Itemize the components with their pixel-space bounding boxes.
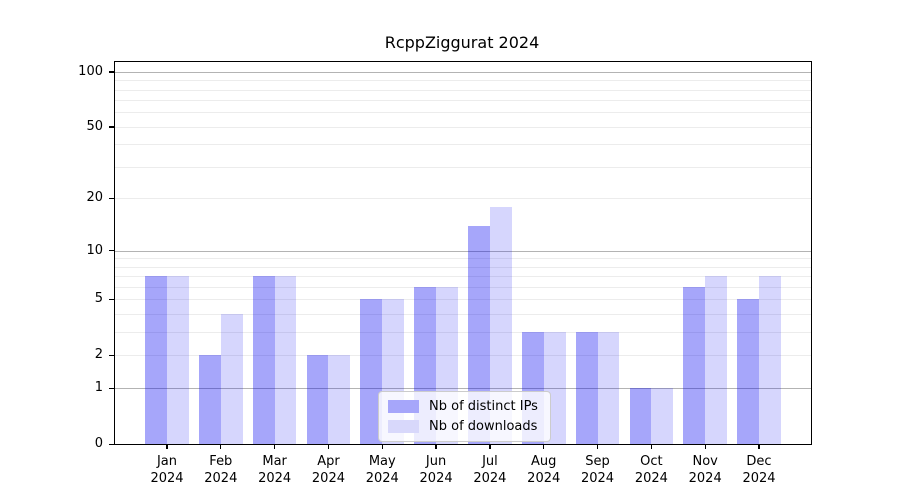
plot-area: 0 1 2 5 10 20 50 100 Jan 2024 Feb 2024 Mar 2024 Apr…: [78, 61, 812, 486]
x-tick: [273, 445, 276, 449]
gridline-minor: [115, 355, 811, 357]
x-tick-label: Apr 2024: [311, 454, 345, 486]
gridline-major: [115, 250, 811, 252]
x-tick-label: May 2024: [365, 454, 399, 486]
gridline-minor: [115, 299, 811, 301]
gridline-minor: [115, 276, 811, 278]
x-tick-label: Jun 2024: [419, 454, 453, 486]
bar-may-distinct-ips: [360, 299, 383, 444]
y-tick: [109, 197, 114, 200]
gridline-minor: [115, 126, 811, 128]
legend-swatch-downloads: [388, 420, 419, 433]
y-tick-label: 20: [86, 190, 103, 206]
bar-apr-downloads: [328, 355, 351, 444]
bar-sep-downloads: [597, 332, 620, 444]
y-tick: [109, 387, 114, 389]
gridline-minor: [115, 287, 811, 289]
x-tick: [435, 445, 437, 449]
gridline-minor: [115, 314, 811, 316]
gridline-major: [115, 71, 811, 73]
bar-jan-downloads: [167, 276, 189, 444]
x-tick: [489, 445, 491, 449]
bar-mar-distinct-ips: [252, 276, 275, 444]
y-tick-label: 50: [86, 118, 103, 134]
legend-item-distinct-ips: Nb of distinct IPs: [388, 399, 538, 414]
gridline-minor: [115, 100, 811, 102]
gridline-minor: [115, 89, 811, 91]
y-tick: [109, 71, 114, 73]
bar-jul-distinct-ips: [468, 225, 490, 444]
legend-label-distinct-ips: Nb of distinct IPs: [429, 399, 538, 414]
y-tick: [109, 354, 114, 357]
x-tick-label: Jul 2024: [473, 454, 507, 486]
x-tick-label: Feb 2024: [204, 454, 238, 486]
bar-apr-distinct-ips: [306, 355, 329, 444]
gridline-minor: [115, 266, 811, 268]
y-tick: [109, 443, 114, 445]
x-tick-label: Sep 2024: [580, 454, 615, 486]
legend-swatch-distinct-ips: [388, 400, 419, 413]
gridline-minor: [115, 258, 811, 260]
x-tick: [596, 445, 599, 449]
x-tick-label: Aug 2024: [527, 454, 561, 486]
x-tick-label: Nov 2024: [688, 454, 722, 486]
legend: Nb of distinct IPs Nb of downloads: [378, 391, 551, 442]
bar-oct-downloads: [651, 388, 674, 444]
bar-nov-distinct-ips: [683, 287, 706, 444]
gridline-minor: [115, 332, 811, 334]
y-tick: [109, 250, 114, 252]
y-tick-label: 2: [94, 347, 103, 363]
gridline-minor: [115, 80, 811, 82]
gridline-major: [115, 388, 811, 390]
x-tick: [220, 445, 222, 449]
y-tick-label: 100: [78, 63, 103, 79]
x-tick: [166, 445, 168, 449]
bar-sep-distinct-ips: [575, 332, 598, 444]
bar-jul-downloads: [489, 206, 512, 444]
legend-label-downloads: Nb of downloads: [429, 419, 538, 434]
x-tick: [650, 445, 652, 449]
x-tick: [543, 445, 545, 449]
bar-feb-distinct-ips: [199, 355, 221, 444]
bar-dec-downloads: [759, 276, 781, 444]
y-tick-label: 0: [94, 436, 103, 451]
x-tick: [704, 445, 706, 449]
y-tick: [109, 126, 114, 128]
x-tick: [327, 445, 330, 449]
bar-jan-distinct-ips: [145, 276, 167, 444]
x-tick-label: Oct 2024: [634, 454, 668, 486]
gridline-minor: [115, 198, 811, 200]
x-tick-label: Jan 2024: [150, 454, 184, 486]
bar-nov-downloads: [705, 276, 727, 444]
bar-dec-distinct-ips: [737, 299, 759, 444]
gridline-minor: [115, 167, 811, 169]
x-tick-label: Dec 2024: [742, 454, 776, 486]
y-tick-label: 5: [94, 291, 103, 307]
gridline-minor: [115, 144, 811, 146]
legend-item-downloads: Nb of downloads: [388, 419, 538, 434]
x-tick-label: Mar 2024: [258, 454, 292, 486]
y-tick-label: 10: [86, 242, 103, 258]
x-tick: [381, 445, 383, 449]
x-tick: [758, 445, 760, 449]
gridline-minor: [115, 112, 811, 114]
y-tick: [109, 298, 114, 301]
bar-oct-distinct-ips: [629, 388, 652, 444]
bar-mar-downloads: [274, 276, 297, 444]
y-tick-label: 1: [94, 380, 103, 396]
chart-title: RcppZiggurat 2024: [384, 33, 540, 52]
bar-feb-downloads: [220, 314, 243, 444]
